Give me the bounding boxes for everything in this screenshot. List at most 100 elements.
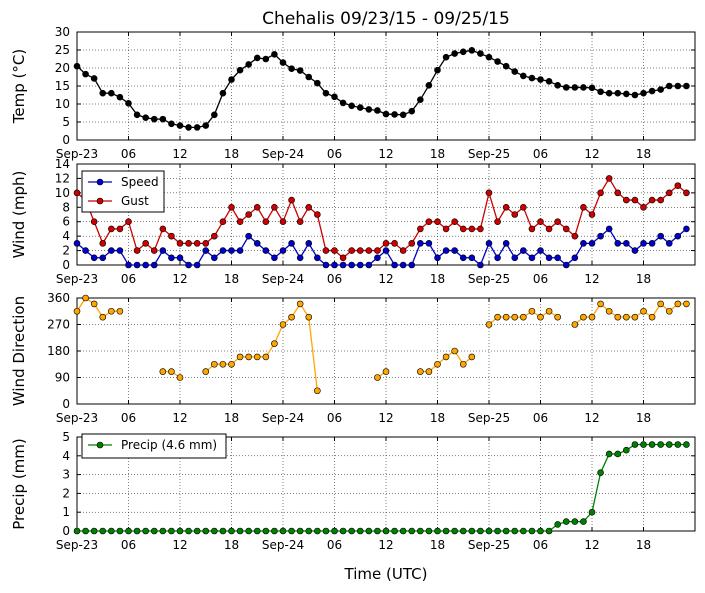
direction-series-0-point — [520, 313, 527, 321]
temp-series-0-point — [331, 93, 338, 101]
precip-series-precip-point — [262, 527, 270, 535]
wind-series-gust-point — [408, 240, 416, 247]
temp-xtick-label: Sep-24 — [262, 147, 304, 161]
direction-series-0-point — [442, 353, 450, 361]
precip-series-precip-point — [545, 527, 553, 535]
wind-series-speed-point — [133, 261, 141, 269]
wind-legend-label: Gust — [121, 194, 149, 208]
precip-series-precip-point — [665, 441, 673, 448]
direction-series-0-point — [683, 300, 690, 308]
wind-series-gust-point — [365, 247, 373, 254]
direction-series-0-point — [374, 374, 381, 381]
wind-series-speed-point — [537, 247, 544, 254]
temp-xtick-label: Sep-25 — [468, 147, 510, 161]
direction-series-0-point — [417, 368, 424, 375]
precip-series-precip-point — [314, 527, 321, 535]
wind-series-speed-point — [73, 240, 81, 247]
wind-series-speed-point — [477, 261, 484, 269]
precip-series-precip-point — [494, 527, 501, 535]
wind-series-speed-point — [262, 247, 270, 254]
wind-series-gust-point — [485, 189, 493, 197]
wind-series-speed-point — [597, 232, 604, 240]
wind-series-speed-point — [296, 254, 304, 262]
temp-xtick-label: 18 — [636, 147, 651, 161]
direction-series-0-point — [631, 313, 639, 321]
precip-series-precip-point — [271, 527, 278, 535]
direction-series-0-point — [554, 313, 561, 321]
direction-series-0-point — [288, 313, 295, 321]
wind-series-speed-point — [459, 254, 467, 262]
wind-series-gust-point — [571, 232, 579, 240]
direction-series-0-point — [597, 300, 604, 308]
temp-series-0-point — [211, 111, 218, 119]
precip-xtick-label: 06 — [121, 538, 136, 552]
direction-xtick-label: 12 — [584, 411, 599, 425]
temp-ytick-label: 25 — [55, 43, 70, 57]
temp-xtick-label: 12 — [378, 147, 393, 161]
temp-series-0-point — [502, 62, 510, 70]
precip-legend-swatch-marker — [96, 441, 104, 449]
direction-series-0-point — [528, 307, 536, 315]
temp-series-0-point — [176, 122, 184, 129]
precip-ytick-label: 5 — [62, 430, 70, 444]
wind-series-gust-point — [597, 189, 604, 197]
precip-series-precip-point — [296, 527, 304, 535]
wind-series-speed-point — [494, 254, 501, 262]
direction-series-0-point — [90, 300, 98, 308]
temp-series-0-point — [193, 124, 201, 131]
wind-series-speed-point — [417, 240, 424, 247]
precip-series-precip-point — [597, 469, 604, 477]
wind-series-gust-point — [417, 225, 424, 233]
precip-series-precip-point — [202, 527, 210, 535]
temp-series-0-point — [494, 58, 501, 65]
temp-series-0-point — [631, 91, 639, 99]
wind-series-gust-point — [674, 182, 682, 189]
wind-series-speed-point — [142, 261, 149, 269]
temp-series-0-point — [545, 78, 553, 85]
temp-series-0-point — [614, 89, 622, 97]
wind-series-gust-point — [331, 247, 338, 254]
precip-series-precip-point — [99, 527, 107, 535]
wind-series-speed-point — [314, 254, 321, 262]
temp-series-0-point — [425, 81, 433, 89]
wind-series-speed-point — [116, 247, 124, 254]
temp-series-0-point — [305, 73, 313, 81]
wind-series-gust-point — [623, 196, 630, 204]
temp-series-0-point — [90, 75, 98, 82]
wind-series-gust-point — [253, 203, 261, 211]
wind-series-speed-point — [434, 254, 441, 262]
precip-series-precip-point — [425, 527, 433, 535]
wind-series-gust-point — [468, 225, 476, 233]
direction-series-0-point — [502, 313, 510, 321]
temp-series-0-point — [408, 107, 416, 115]
direction-series-0-point — [459, 360, 467, 368]
wind-ytick-label: 10 — [55, 186, 70, 200]
precip-series-precip-point — [322, 527, 330, 535]
direction-series-0-point — [253, 353, 261, 361]
precip-series-precip-point — [305, 527, 313, 535]
wind-xtick-label: 18 — [224, 272, 239, 286]
precip-xtick-label: 06 — [533, 538, 548, 552]
wind-series-gust-point — [262, 218, 270, 226]
temp-series-0-point — [228, 76, 235, 83]
wind-series-gust-point — [665, 189, 673, 197]
wind-series-gust-point — [434, 218, 441, 226]
wind-series-speed-point — [623, 240, 630, 247]
precip-series-precip-point — [562, 518, 570, 525]
wind-series-gust-point — [185, 240, 192, 247]
precip-series-precip-point — [657, 441, 664, 448]
wind-xtick-label: Sep-25 — [468, 272, 510, 286]
direction-ytick-label: 180 — [47, 344, 70, 358]
direction-series-0-point — [674, 300, 682, 308]
wind-series-speed-point — [288, 240, 295, 247]
temp-series-0-point — [597, 88, 604, 96]
wind-ytick-label: 8 — [62, 200, 70, 214]
wind-series-gust-point — [374, 247, 381, 254]
direction-xtick-label: 18 — [224, 411, 239, 425]
precip-series-precip-point — [391, 527, 398, 535]
precip-xtick-label: 12 — [584, 538, 599, 552]
precip-series-precip-point — [185, 527, 192, 535]
precip-series-precip-point — [348, 527, 355, 535]
wind-series-speed-point — [468, 254, 476, 262]
